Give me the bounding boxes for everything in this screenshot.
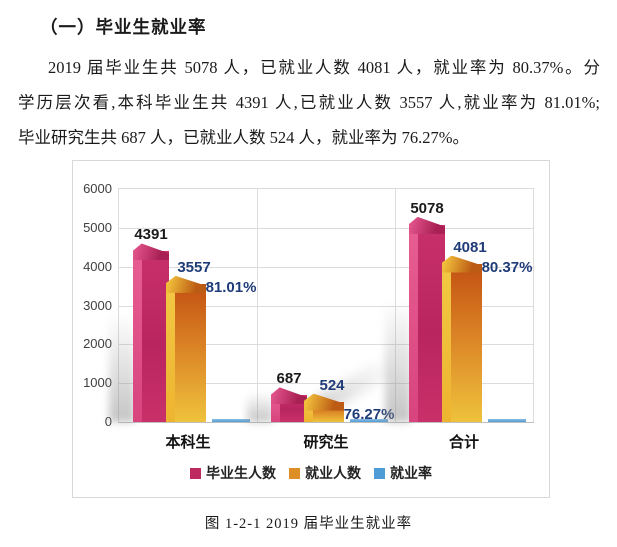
data-label-employed: 3557 <box>177 258 211 276</box>
figure-caption: 图 1-2-1 2019 届毕业生就业率 <box>204 516 413 532</box>
data-label-graduates: 687 <box>276 370 302 388</box>
bar-top-face <box>166 275 206 293</box>
bar-top-face <box>409 216 445 234</box>
bar-side-face <box>304 401 313 422</box>
data-label-graduates: 5078 <box>410 199 444 217</box>
bar-side-face <box>409 224 418 422</box>
category-label: 研究生 <box>303 434 349 451</box>
bar-employed-count <box>166 275 206 422</box>
legend-label: 就业率 <box>390 467 432 482</box>
bar-shadow <box>247 392 273 422</box>
data-label-employed: 524 <box>319 376 345 394</box>
bar-graduates-count <box>409 216 445 422</box>
legend-label: 就业人数 <box>305 467 361 482</box>
bar-employment-rate <box>488 419 526 422</box>
legend-swatch-icon <box>190 467 201 479</box>
y-axis-tick-label: 2000 <box>83 336 112 352</box>
data-label-rate: 80.37% <box>481 258 533 276</box>
bar-employed-count <box>442 255 482 422</box>
bar-front-face <box>451 263 482 422</box>
category-label: 本科生 <box>165 434 211 451</box>
y-axis-tick-label: 0 <box>70 415 112 429</box>
bar-front-face <box>142 251 169 422</box>
legend-swatch-icon <box>289 467 300 479</box>
employment-rate-chart: 0 1000 2000 3000 4000 5000 6000 4391 3557 81.01% 本… <box>72 160 550 498</box>
bar-front-face <box>418 224 445 422</box>
y-gridline <box>119 227 533 229</box>
bar-front-face <box>175 283 206 422</box>
y-gridline <box>119 305 533 307</box>
data-label-graduates: 4391 <box>134 226 168 244</box>
bar-side-face <box>271 395 280 422</box>
y-axis-tick-label: 6000 <box>83 181 112 196</box>
bar-employment-rate <box>350 419 388 422</box>
data-label-rate: 76.27% <box>343 406 395 423</box>
chart-legend: 毕业生人数 就业人数 就业率 <box>73 463 549 483</box>
legend-item: 毕业生人数 <box>190 463 276 483</box>
section-heading: （一）毕业生就业率 <box>40 17 207 37</box>
bar-shadow <box>109 313 135 422</box>
legend-label: 毕业生人数 <box>206 467 276 482</box>
paragraph-line-2: 学历层次看,本科毕业生共 4391 人,已就业人数 3557 人,就业率为 81… <box>18 93 600 112</box>
y-axis-tick-label: 1000 <box>83 375 112 391</box>
paragraph-line-3: 毕业研究生共 687 人，已就业人数 524 人，就业率为 76.27%。 <box>18 128 469 147</box>
bar-side-face <box>442 263 451 422</box>
data-label-employed: 4081 <box>453 238 487 256</box>
y-gridline <box>119 383 533 385</box>
legend-swatch-icon <box>374 467 385 479</box>
category-label: 合计 <box>448 434 479 451</box>
bar-shadow <box>385 298 411 422</box>
paragraph-line-1: 2019 届毕业生共 5078 人，已就业人数 4081 人，就业率为 80.3… <box>48 58 600 77</box>
y-axis-tick-label: 3000 <box>83 297 112 313</box>
chart-plot-area: 01000200030004000500060004391355781.01%本… <box>83 182 534 451</box>
y-gridline <box>119 266 533 268</box>
bar-employment-rate <box>212 419 250 422</box>
data-label-rate: 81.01% <box>205 278 257 296</box>
category-separator-line <box>257 189 258 422</box>
legend-item: 就业人数 <box>289 463 361 483</box>
bar-top-face <box>133 243 169 261</box>
body-paragraph: 2019 届毕业生共 5078 人，已就业人数 4081 人，就业率为 80.3… <box>18 50 600 155</box>
bar-top-face <box>442 255 482 273</box>
legend-item: 就业率 <box>374 463 432 483</box>
bar-graduates-count <box>271 387 307 422</box>
bar-side-face <box>166 283 175 422</box>
bar-employed-count <box>304 393 344 422</box>
bar-side-face <box>133 251 142 422</box>
y-gridline <box>119 344 533 346</box>
y-axis-tick-label: 5000 <box>83 219 112 235</box>
y-axis-tick-label: 4000 <box>83 258 112 274</box>
bar-graduates-count <box>133 243 169 422</box>
